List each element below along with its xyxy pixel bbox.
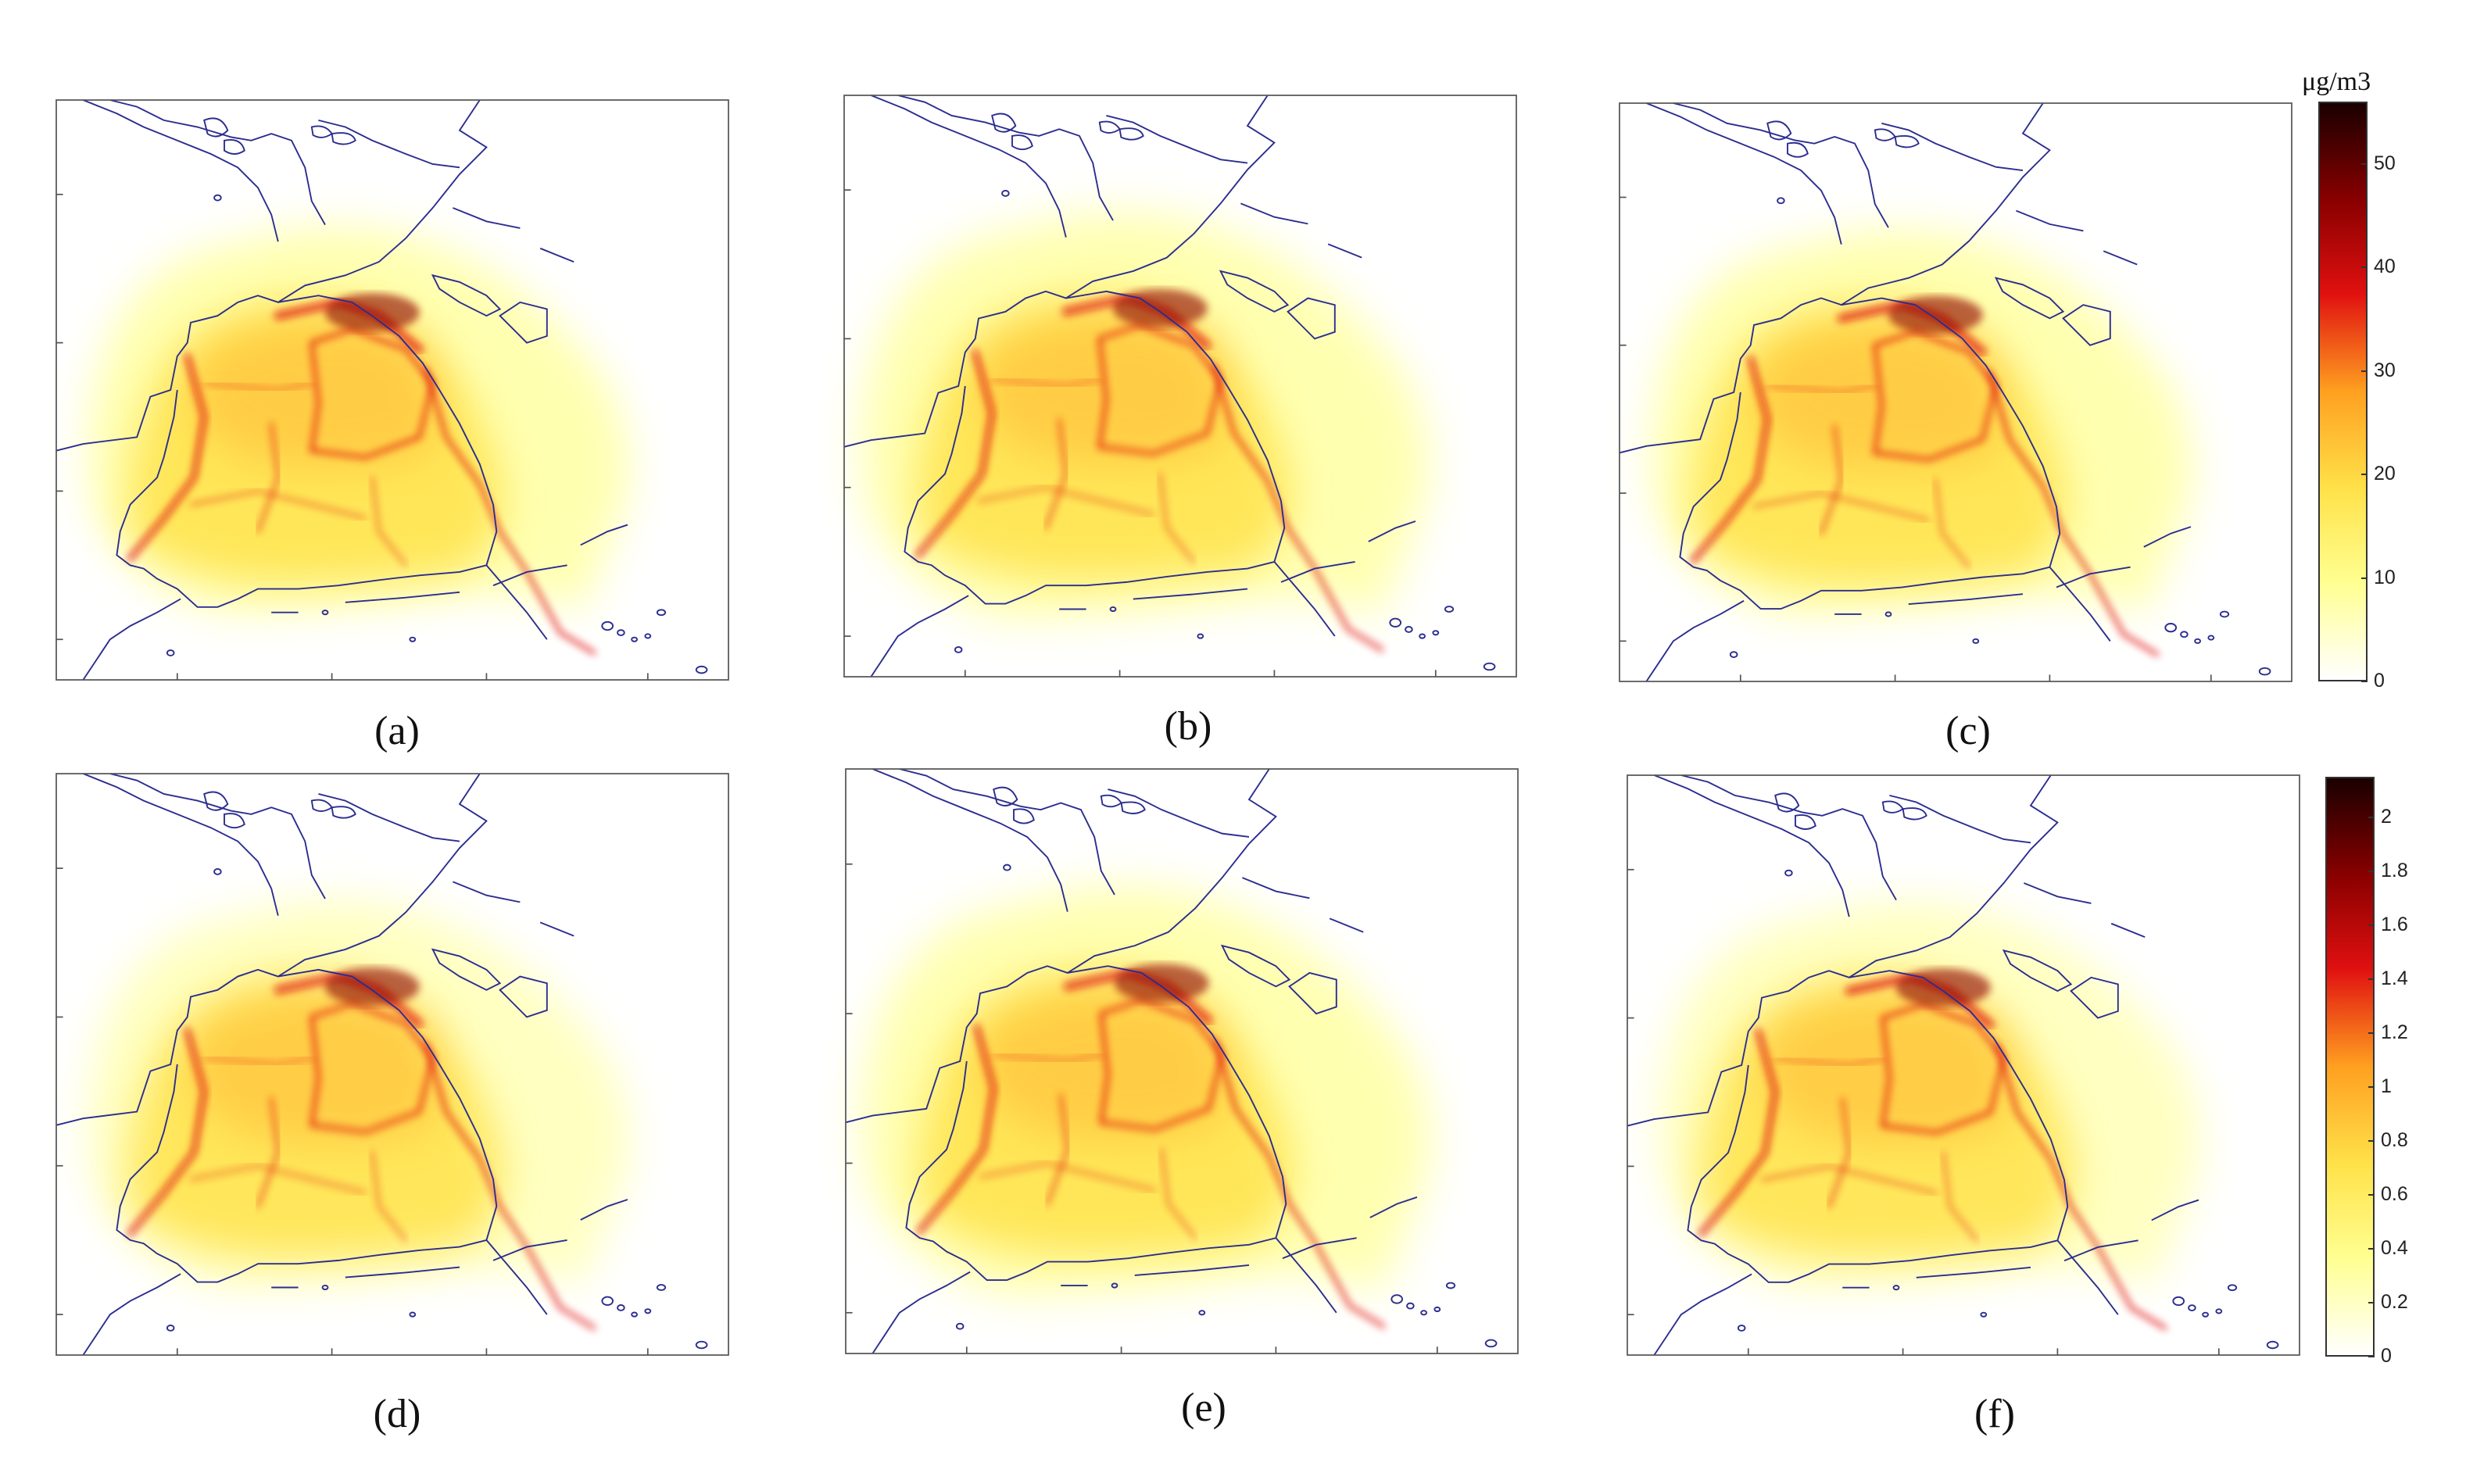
concentration-plume: [861, 212, 1430, 619]
map-frame: [843, 95, 1517, 678]
map-frame: [1627, 774, 2300, 1356]
road-hotspots: [916, 964, 1386, 1328]
map-panel-c: [1619, 102, 2292, 682]
map-frame: [55, 99, 729, 681]
coastline: [1627, 774, 2279, 1356]
map-svg: [1627, 774, 2300, 1356]
concentration-plume: [1651, 229, 2193, 614]
concentration-plume: [88, 226, 630, 613]
map-panel-e: [845, 768, 1519, 1354]
coastline: [55, 99, 708, 681]
colorbar-top-gradient: [2318, 102, 2368, 681]
concentration-plume: [88, 899, 630, 1288]
concentration-plume: [862, 886, 1431, 1296]
map-svg: [843, 95, 1517, 678]
colorbar-tick-label: 10: [2374, 566, 2396, 588]
map-frame: [55, 773, 729, 1356]
coastline: [55, 773, 708, 1356]
colorbar-tick-label: 50: [2374, 152, 2396, 174]
colorbar-tick-label: 20: [2374, 463, 2396, 485]
colorbar-tick: [2368, 1356, 2375, 1357]
colorbar-tick: [2368, 1032, 2375, 1034]
map-frame: [845, 768, 1519, 1354]
colorbar-tick: [2361, 163, 2368, 165]
colorbar-tick-label: 0: [2374, 670, 2385, 692]
road-hotspots: [127, 967, 596, 1330]
colorbar-tick-label: 1.6: [2381, 913, 2408, 935]
colorbar-tick-label: 0.2: [2381, 1290, 2408, 1313]
map-svg: [55, 99, 729, 681]
map-panel-a: [55, 99, 729, 681]
colorbar-tick-label: 30: [2374, 359, 2396, 381]
colorbar-tick: [2361, 474, 2368, 475]
colorbar-tick: [2368, 870, 2375, 872]
colorbar-tick-label: 1.8: [2381, 859, 2408, 881]
colorbar-tick-label: 0: [2381, 1345, 2392, 1367]
concentration-plume: [1659, 901, 2201, 1288]
panel-label-f: (f): [1974, 1392, 2015, 1436]
panel-label-e: (e): [1181, 1386, 1226, 1430]
colorbar-tick: [2368, 1247, 2375, 1250]
colorbar-tick: [2368, 1301, 2375, 1303]
road-hotspots: [914, 288, 1384, 652]
road-hotspots: [1690, 295, 2160, 657]
colorbar-tick: [2368, 924, 2375, 926]
colorbar-tick-label: 0.4: [2381, 1236, 2408, 1259]
map-panel-f: [1627, 774, 2300, 1356]
colorbar-tick: [2368, 978, 2375, 980]
colorbar-tick: [2368, 1193, 2375, 1196]
colorbar-tick-label: 2: [2381, 805, 2392, 828]
colorbar-tick: [2368, 1085, 2375, 1088]
colorbar-tick-label: 0.6: [2381, 1182, 2408, 1205]
coastline: [845, 768, 1498, 1354]
panel-label-d: (d): [373, 1392, 421, 1436]
colorbar-tick: [2361, 577, 2368, 579]
colorbar-tick-label: 1: [2381, 1075, 2392, 1097]
colorbar-tick-label: 40: [2374, 256, 2396, 277]
map-panel-d: [55, 773, 729, 1356]
colorbar-unit-label: μg/m3: [2302, 67, 2371, 96]
colorbar-tick: [2361, 370, 2368, 372]
panel-label-a: (a): [374, 709, 420, 753]
panel-label-b: (b): [1164, 704, 1212, 749]
colorbar-tick-label: 0.8: [2381, 1128, 2408, 1151]
road-hotspots: [1698, 968, 2167, 1331]
coastline: [843, 95, 1496, 678]
colorbar-tick: [2361, 681, 2368, 682]
map-svg: [1619, 102, 2292, 682]
colorbar-tick: [2361, 266, 2368, 268]
coastline: [1619, 102, 2271, 682]
road-hotspots: [127, 293, 596, 656]
colorbar-tick: [2368, 1139, 2375, 1142]
colorbar-tick: [2368, 816, 2375, 818]
colorbar-bottom-gradient: [2325, 777, 2375, 1357]
map-svg: [845, 768, 1519, 1354]
colorbar-tick-label: 1.2: [2381, 1021, 2408, 1043]
map-svg: [55, 773, 729, 1356]
map-frame: [1619, 102, 2292, 682]
colorbar-tick-label: 1.4: [2381, 967, 2408, 989]
map-panel-b: [843, 95, 1517, 678]
panel-label-c: (c): [1945, 709, 1991, 753]
